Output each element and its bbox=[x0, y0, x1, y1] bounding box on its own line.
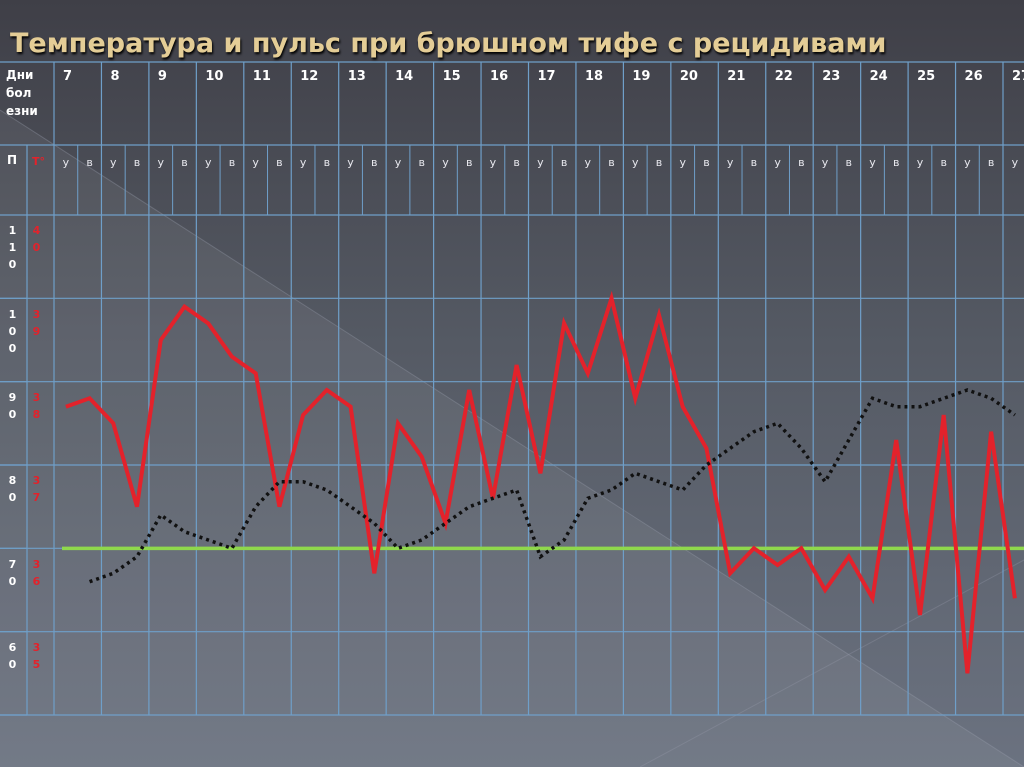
day-label: 25 bbox=[917, 69, 936, 84]
x-tick-label: в bbox=[465, 156, 473, 169]
x-tick-label: в bbox=[371, 156, 378, 169]
x-tick-label: у bbox=[489, 156, 497, 169]
x-tick-label: в bbox=[560, 156, 568, 169]
day-label: 26 bbox=[964, 69, 983, 84]
day-label: 12 bbox=[300, 69, 319, 84]
x-tick-label: у bbox=[631, 156, 639, 169]
x-tick-label: у bbox=[916, 156, 924, 169]
y-tick-label: 35 bbox=[32, 641, 41, 671]
y-axis-label: Т° bbox=[32, 155, 46, 168]
x-tick-label: в bbox=[133, 156, 141, 169]
x-tick-label: у bbox=[442, 156, 449, 169]
y2-tick-label: 80 bbox=[8, 474, 17, 505]
x-tick-label: в bbox=[987, 156, 995, 169]
day-label: 9 bbox=[157, 69, 167, 84]
x-tick-label: у bbox=[1011, 156, 1019, 169]
day-label: 23 bbox=[822, 69, 841, 84]
x-tick-label: у bbox=[679, 156, 686, 169]
y-tick-label: 38 bbox=[32, 391, 41, 421]
x-tick-label: в bbox=[750, 156, 758, 169]
x-tick-label: у bbox=[584, 156, 592, 169]
y2-tick-label: 70 bbox=[8, 557, 17, 588]
x-tick-label: у bbox=[347, 156, 354, 169]
temperature-line bbox=[65, 290, 1017, 674]
x-tick-label: у bbox=[394, 156, 402, 169]
day-label: 21 bbox=[727, 69, 746, 84]
day-label: 13 bbox=[347, 69, 366, 84]
x-tick-label: у bbox=[252, 156, 259, 169]
x-tick-label: в bbox=[655, 156, 663, 169]
x-header: бол bbox=[6, 86, 32, 100]
x-tick-label: у bbox=[869, 156, 876, 169]
x-tick-label: у bbox=[157, 156, 165, 169]
y-tick-label: 40 bbox=[32, 224, 41, 255]
x-tick-label: у bbox=[537, 156, 544, 169]
y2-tick-label: 110 bbox=[8, 224, 17, 272]
pulse-line bbox=[89, 388, 1016, 584]
x-tick-label: в bbox=[703, 156, 710, 169]
x-tick-label: в bbox=[228, 156, 236, 169]
x-tick-label: в bbox=[798, 156, 805, 169]
day-label: 7 bbox=[63, 69, 73, 84]
day-label: 27 bbox=[1012, 69, 1024, 84]
x-tick-label: у bbox=[964, 156, 971, 169]
day-label: 19 bbox=[632, 69, 651, 84]
y2-tick-label: 90 bbox=[8, 391, 17, 421]
day-label: 18 bbox=[584, 69, 604, 84]
day-label: 20 bbox=[679, 69, 698, 84]
x-tick-label: в bbox=[608, 156, 615, 169]
x-tick-label: в bbox=[86, 156, 93, 169]
x-tick-label: у bbox=[726, 156, 734, 169]
day-label: 16 bbox=[490, 69, 509, 84]
day-label: 14 bbox=[395, 69, 414, 84]
y2-tick-label: 60 bbox=[8, 641, 17, 671]
day-label: 15 bbox=[442, 69, 461, 84]
x-tick-label: у bbox=[821, 156, 829, 169]
x-tick-label: в bbox=[845, 156, 853, 169]
title: Температура и пульс при брюшном тифе с р… bbox=[10, 28, 887, 59]
x-tick-label: в bbox=[276, 156, 283, 169]
day-label: 10 bbox=[205, 69, 224, 84]
y-tick-label: 39 bbox=[32, 307, 41, 338]
y2-axis-label: П bbox=[7, 153, 18, 167]
x-tick-label: у bbox=[110, 156, 117, 169]
day-label: 24 bbox=[869, 69, 888, 84]
decor-line bbox=[0, 109, 1024, 767]
x-tick-label: в bbox=[513, 156, 520, 169]
x-tick-label: в bbox=[418, 156, 425, 169]
x-tick-label: у bbox=[774, 156, 781, 169]
day-label: 17 bbox=[537, 69, 556, 84]
day-label: 11 bbox=[252, 69, 271, 84]
y-tick-label: 36 bbox=[32, 557, 41, 588]
x-tick-label: у bbox=[299, 156, 307, 169]
x-tick-label: в bbox=[892, 156, 900, 169]
x-header: Дни bbox=[6, 68, 34, 82]
x-tick-label: у bbox=[62, 156, 70, 169]
day-label: 8 bbox=[110, 69, 120, 84]
x-tick-label: у bbox=[204, 156, 212, 169]
x-header: езни bbox=[6, 104, 38, 118]
y-tick-label: 37 bbox=[32, 474, 41, 505]
x-tick-label: в bbox=[181, 156, 188, 169]
y2-tick-label: 100 bbox=[8, 307, 17, 355]
decor bbox=[0, 110, 1024, 767]
x-tick-label: в bbox=[323, 156, 331, 169]
x-tick-label: в bbox=[940, 156, 947, 169]
day-label: 22 bbox=[774, 69, 793, 84]
